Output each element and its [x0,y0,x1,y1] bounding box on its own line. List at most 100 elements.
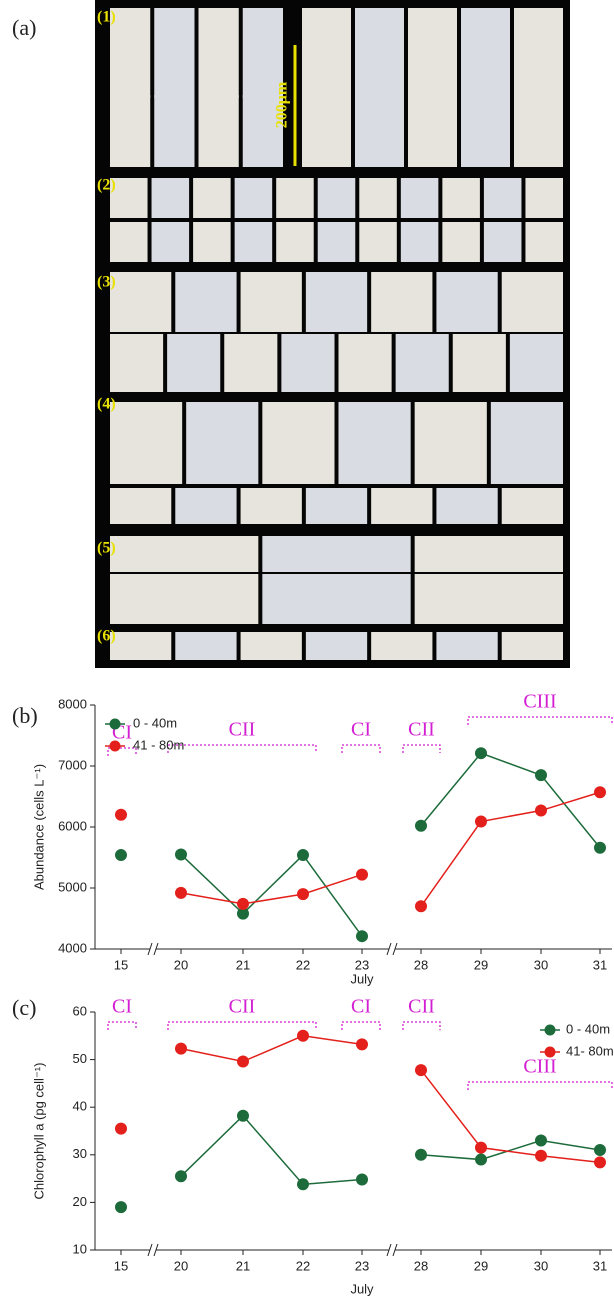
data-point [415,1149,427,1161]
y-tick-label: 5000 [58,879,87,894]
legend-label: 41- 80m [566,1043,614,1058]
micrograph [502,272,563,332]
legend-marker [110,741,121,752]
micrograph [510,334,563,392]
cluster-bracket [168,745,316,753]
x-tick-label: 29 [474,1258,488,1273]
micrograph [436,488,497,524]
micrograph [415,536,563,572]
data-point [237,1056,249,1068]
micrograph [408,8,457,98]
data-point [115,849,127,861]
figure: (a) 200μm (1)(2)(3)(4)(5)(6)(b)400050006… [0,0,614,1299]
micrograph [453,334,506,392]
cluster-label: CI [112,996,132,1018]
x-tick-label: 28 [414,957,428,972]
x-tick-label: 29 [474,957,488,972]
cluster-label: CII [408,996,435,1018]
y-tick-label: 20 [73,1194,87,1209]
panel-label: (c) [12,995,36,1020]
row-label: (1) [97,9,116,26]
x-tick-label: 30 [534,957,548,972]
data-point [594,842,606,854]
micrograph [484,178,522,218]
y-tick-label: 60 [73,1003,87,1018]
data-point [356,1174,368,1186]
cluster-bracket [403,745,440,753]
cluster-bracket [168,1022,316,1030]
cluster-label: CII [229,719,256,741]
cluster-bracket [468,717,612,725]
data-point [237,898,249,910]
micrograph [491,402,563,484]
data-point [297,849,309,861]
data-point [356,1038,368,1050]
micrograph [371,632,432,660]
data-point [175,887,187,899]
data-point [115,809,127,821]
data-point [415,900,427,912]
data-point [297,1030,309,1042]
legend-marker [110,719,121,730]
panel-label: (b) [12,703,38,728]
y-tick-label: 50 [73,1051,87,1066]
data-point [535,1135,547,1147]
micrograph [436,632,497,660]
micrograph [502,632,563,660]
micrograph [110,222,148,262]
micrograph [110,488,171,524]
data-point [475,816,487,828]
series-line [181,1036,362,1062]
x-tick-label: 21 [236,957,250,972]
x-axis-label: July [350,971,374,986]
y-tick-label: 10 [73,1241,87,1256]
series-line [421,1070,600,1162]
micrograph [339,402,411,484]
data-point [297,888,309,900]
scale-bar-label: 200μm [274,81,291,128]
micrograph [262,402,334,484]
micrograph [371,272,432,332]
micrograph [241,488,302,524]
micrograph [318,222,356,262]
micrograph [199,8,239,98]
micrograph [302,8,351,98]
micrograph [276,222,314,262]
micrograph [461,95,510,167]
y-tick-label: 4000 [58,940,87,955]
row-label: (3) [97,274,116,291]
micrograph [401,178,439,218]
data-point [356,930,368,942]
micrograph [408,95,457,167]
micrograph [525,178,563,218]
row-label: (4) [97,396,116,413]
micrograph [235,178,273,218]
data-point [175,848,187,860]
data-point [594,1144,606,1156]
micrograph [241,272,302,332]
micrograph [110,536,258,572]
cluster-bracket [342,745,380,753]
micrograph [193,222,231,262]
micrograph [175,272,236,332]
micrograph [514,95,563,167]
y-axis-label: Abundance (cells L⁻¹) [31,764,46,890]
data-point [475,1154,487,1166]
legend-marker [545,1025,556,1036]
micrograph [167,334,220,392]
x-tick-label: 21 [236,1258,250,1273]
micrograph [371,488,432,524]
cluster-bracket [468,1082,612,1090]
micrograph [302,95,351,167]
micrograph [193,178,231,218]
row-label: (2) [97,177,116,194]
micrograph [262,574,410,624]
data-point [115,1201,127,1213]
micrograph [110,95,150,167]
cluster-label: CIII [523,1056,556,1078]
micrograph [154,8,194,98]
micrograph [355,95,404,167]
x-tick-label: 31 [593,1258,607,1273]
legend-label: 0 - 40m [566,1021,610,1036]
y-tick-label: 40 [73,1099,87,1114]
